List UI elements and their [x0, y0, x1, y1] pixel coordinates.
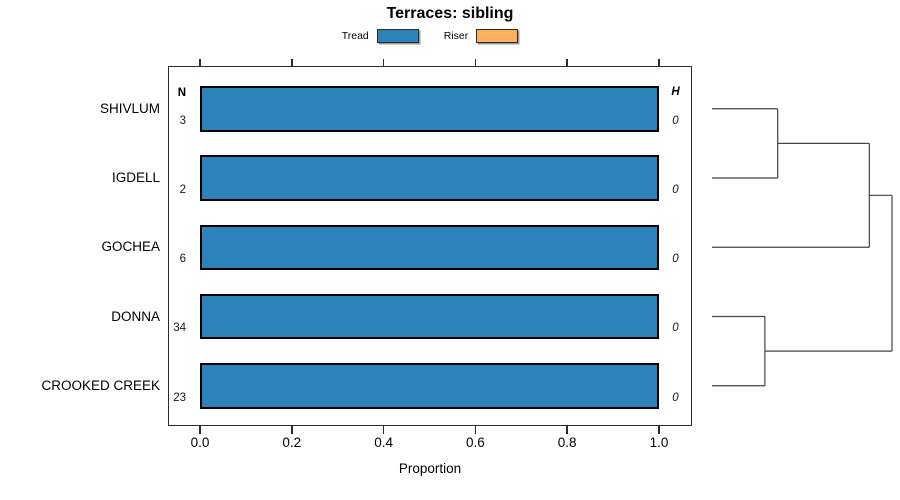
legend-swatch-riser — [476, 29, 519, 43]
legend-item-riser: Riser — [444, 29, 519, 43]
x-tick-top — [566, 58, 568, 66]
n-column-header: N — [177, 87, 186, 99]
x-tick-label: 1.0 — [649, 435, 669, 450]
x-tick-label: 0.0 — [190, 435, 210, 450]
x-tick-label: 0.4 — [374, 435, 393, 450]
h-value: 0 — [672, 114, 679, 127]
chart-title: Terraces: sibling — [386, 5, 514, 22]
x-tick-bottom — [291, 426, 293, 434]
category-label: DONNA — [111, 308, 160, 324]
x-tick-bottom — [566, 426, 568, 434]
x-tick-top — [199, 58, 201, 66]
x-tick-top — [474, 58, 477, 66]
x-tick-label: 0.2 — [282, 435, 302, 450]
n-value: 23 — [173, 391, 186, 404]
category-label: CROOKED CREEK — [41, 377, 160, 393]
n-value: 34 — [173, 322, 186, 335]
legend: Tread Riser — [168, 27, 692, 45]
x-tick-top — [658, 58, 660, 66]
category-label: GOCHEA — [101, 239, 160, 255]
n-value: 2 — [179, 183, 186, 196]
legend-item-tread: Tread — [342, 29, 419, 43]
x-tick-top — [382, 58, 385, 66]
n-value: 3 — [179, 114, 186, 127]
n-value: 6 — [179, 253, 186, 265]
x-tick-bottom — [474, 426, 477, 434]
x-tick-top — [291, 58, 293, 66]
x-tick-label: 0.6 — [466, 435, 485, 450]
x-tick-bottom — [199, 426, 201, 434]
plot-frame — [168, 66, 692, 426]
x-tick-label: 0.8 — [557, 435, 577, 450]
bar-tread — [200, 293, 659, 340]
h-value: 0 — [672, 322, 679, 335]
legend-label: Riser — [443, 30, 469, 42]
bar-tread — [200, 86, 659, 132]
legend-label: Tread — [341, 30, 369, 42]
h-value: 0 — [672, 253, 679, 265]
bar-tread — [200, 363, 659, 409]
legend-swatch-tread — [376, 29, 419, 43]
x-tick-bottom — [658, 426, 660, 434]
category-label: SHIVLUM — [99, 100, 160, 116]
category-label: IGDELL — [111, 170, 160, 185]
h-value: 0 — [672, 183, 679, 196]
x-axis-label: Proportion — [398, 461, 462, 476]
h-column-header: H — [671, 86, 680, 98]
h-value: 0 — [672, 391, 679, 404]
bar-tread — [200, 224, 659, 270]
x-tick-bottom — [382, 426, 385, 434]
bar-tread — [200, 155, 659, 201]
